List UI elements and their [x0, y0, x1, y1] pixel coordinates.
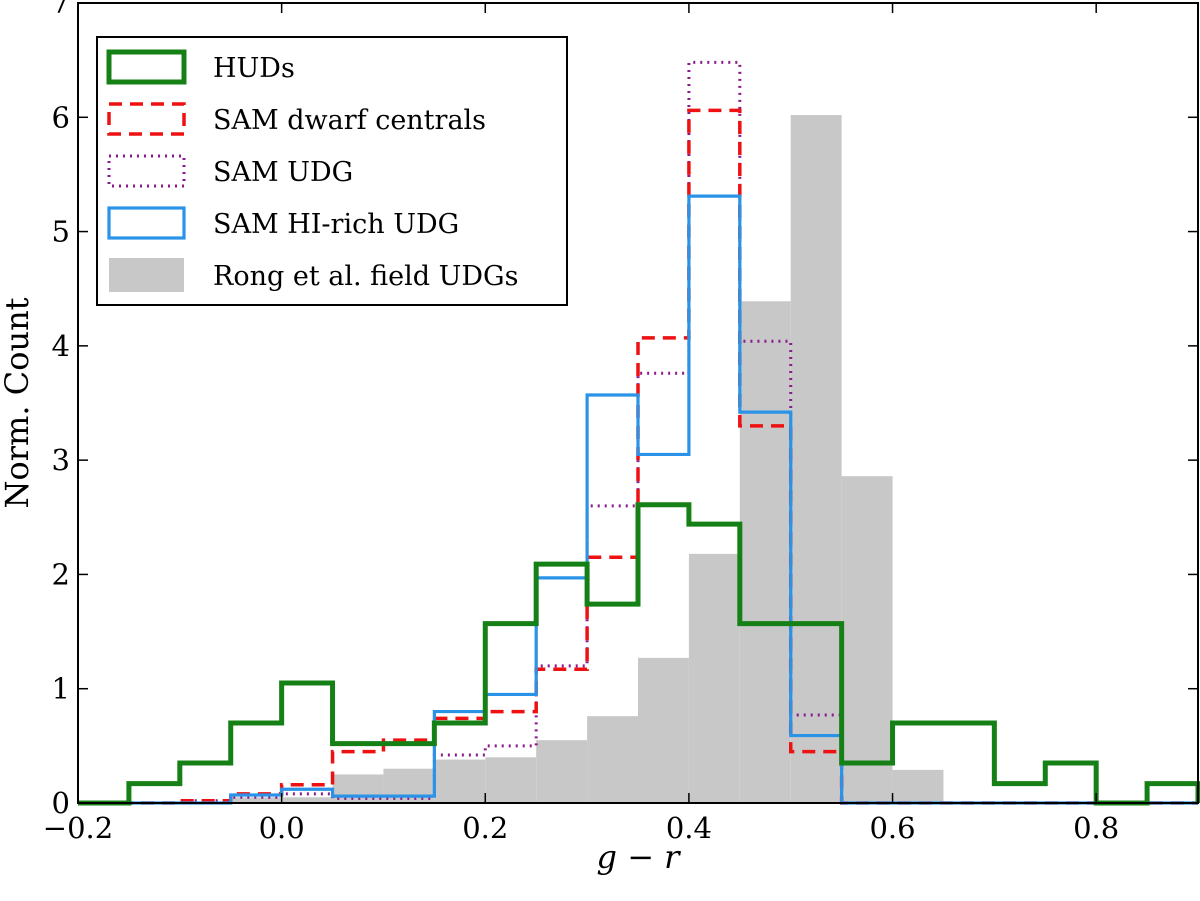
y-tick-label: 6 — [52, 100, 70, 134]
rong-et-al-field-udgs-bar — [434, 759, 486, 803]
rong-et-al-field-udgs-bar — [332, 774, 384, 803]
x-tick-label: −0.2 — [43, 811, 113, 845]
rong-et-al-field-udgs-bar — [790, 115, 842, 803]
plot-frame — [77, 2, 1199, 804]
x-tick-label: 0.6 — [869, 811, 915, 845]
legend-label: HUDs — [213, 53, 295, 84]
legend-label: SAM UDG — [213, 157, 353, 188]
sam-hi-rich-udg-legend-swatch — [107, 206, 186, 240]
y-tick-label: 4 — [52, 329, 70, 363]
x-tick-label: 0.2 — [462, 811, 508, 845]
huds-histogram-line — [78, 502, 1200, 806]
y-tick-label: 7 — [52, 0, 70, 20]
rong-et-al-field-udgs-bar — [230, 797, 282, 803]
rong-et-al-field-udgs-legend-swatch — [109, 258, 184, 292]
y-tick-label: 5 — [52, 215, 70, 249]
rong-et-al-field-udgs-bar — [281, 797, 333, 803]
rong-et-al-field-udgs-bar — [587, 716, 638, 803]
rong-et-al-field-udgs-bar — [739, 301, 791, 803]
rong-et-al-field-udgs-bar — [841, 476, 893, 803]
y-axis-label: Norm. Count — [0, 297, 36, 508]
legend-label: SAM dwarf centrals — [213, 105, 486, 136]
legend-label: Rong et al. field UDGs — [213, 261, 518, 292]
legend-label: SAM HI-rich UDG — [213, 209, 459, 240]
ticks-layer — [77, 2, 1198, 804]
rong-et-al-field-udgs-bar — [485, 757, 537, 803]
rong-et-al-field-udgs-bar — [688, 553, 740, 803]
x-axis-label: g − r — [597, 838, 682, 876]
y-tick-label: 0 — [52, 786, 70, 820]
filled-bars-layer — [230, 115, 944, 803]
rong-et-al-field-udgs-bar — [536, 740, 588, 803]
tick-labels-layer: −0.2 0.0 0.2 0.4 0.6 0.8 0 1 2 3 4 5 6 7 — [43, 0, 1119, 845]
huds-legend-swatch — [106, 49, 187, 85]
sam-dwarf-centrals-legend-swatch — [107, 102, 186, 136]
x-tick-label: 0.4 — [666, 811, 712, 845]
rong-et-al-field-udgs-bar — [892, 769, 944, 803]
x-tick-label: 0.0 — [259, 811, 305, 845]
y-tick-label: 3 — [52, 443, 70, 477]
y-tick-label: 2 — [52, 557, 70, 591]
rong-et-al-field-udgs-bar — [638, 657, 689, 803]
legend: HUDs SAM dwarf centrals SAM UDG SAM HI-rich… — [96, 36, 568, 306]
y-tick-label: 1 — [52, 672, 70, 706]
x-tick-label: 0.8 — [1073, 811, 1119, 845]
